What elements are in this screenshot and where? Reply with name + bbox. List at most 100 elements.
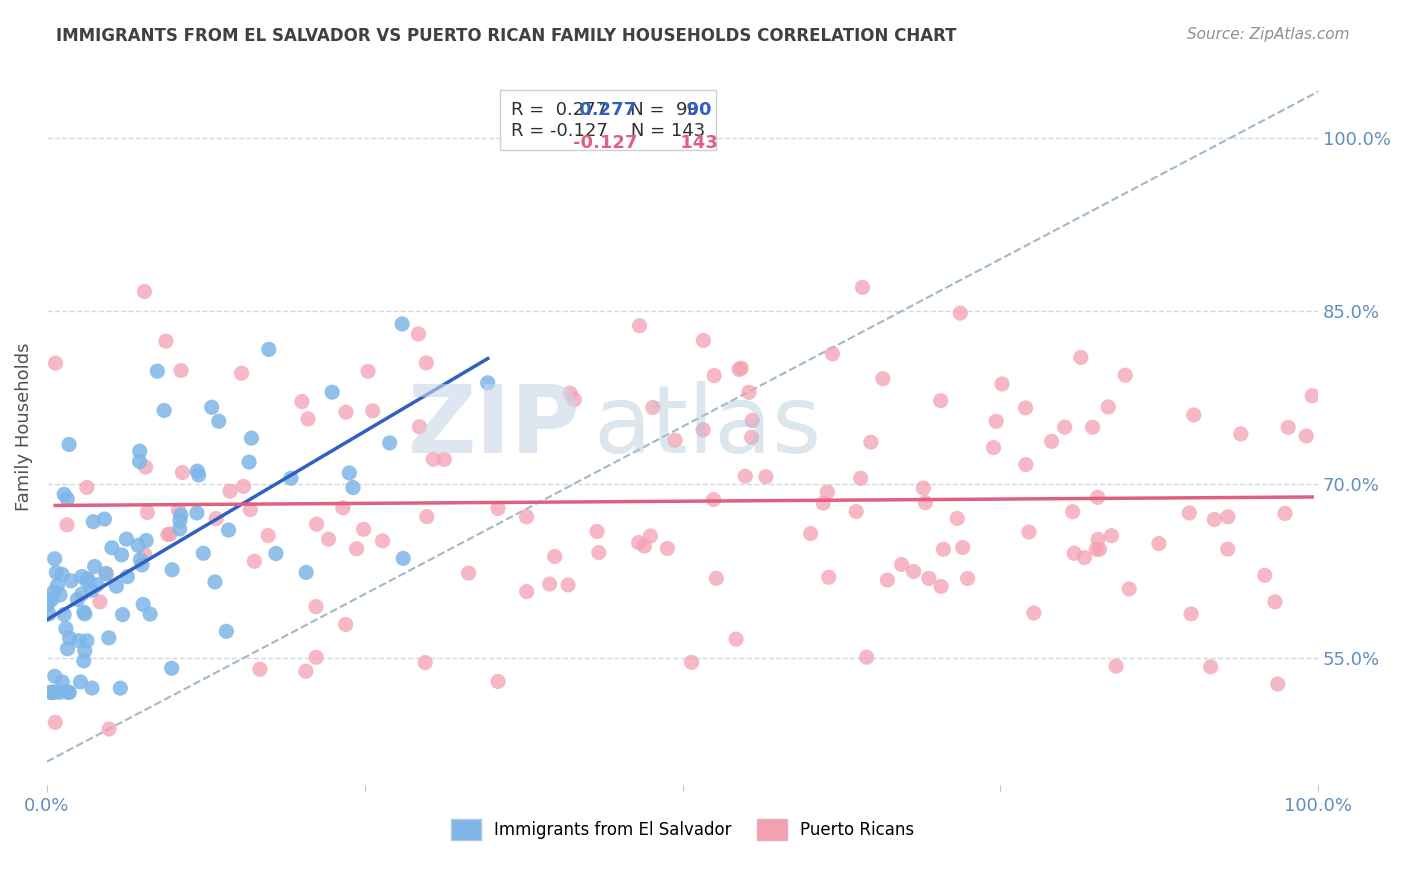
Point: [117, 570, 139, 584]
Text: -0.127: -0.127: [574, 135, 637, 153]
Point: [516, 584, 538, 599]
Point: [159, 527, 181, 541]
Point: [956, 572, 979, 586]
Point: [704, 571, 727, 585]
Point: [1105, 659, 1128, 673]
Point: [855, 650, 877, 665]
Point: [903, 565, 925, 579]
Point: [53, 487, 76, 501]
Point: [170, 363, 193, 377]
Point: [342, 481, 364, 495]
Point: [58, 437, 80, 451]
Point: [557, 578, 579, 592]
Point: [1053, 420, 1076, 434]
Point: [134, 285, 156, 299]
Point: [44, 551, 66, 566]
Point: [371, 533, 394, 548]
Text: atlas: atlas: [593, 381, 821, 473]
Point: [66, 592, 89, 607]
Point: [633, 539, 655, 553]
Point: [305, 650, 328, 665]
Point: [131, 558, 153, 572]
Point: [1178, 506, 1201, 520]
Point: [169, 522, 191, 536]
Point: [44, 715, 66, 730]
Point: [1264, 595, 1286, 609]
Point: [486, 674, 509, 689]
Point: [128, 454, 150, 468]
Point: [305, 517, 328, 532]
Point: [544, 549, 567, 564]
Point: [1063, 546, 1085, 560]
Point: [70, 587, 93, 601]
Point: [872, 372, 894, 386]
Point: [295, 566, 318, 580]
Point: [76, 633, 98, 648]
Point: [991, 376, 1014, 391]
Point: [264, 547, 287, 561]
Text: 0.277: 0.277: [574, 101, 637, 119]
Point: [44, 669, 66, 683]
Point: [821, 347, 844, 361]
Point: [73, 607, 96, 621]
Point: [56, 685, 79, 699]
Text: 143: 143: [673, 135, 717, 153]
Point: [238, 455, 260, 469]
Point: [153, 403, 176, 417]
Point: [208, 414, 231, 428]
Point: [170, 508, 193, 522]
Point: [1114, 368, 1136, 383]
Point: [1147, 536, 1170, 550]
Point: [738, 385, 761, 400]
Point: [146, 364, 169, 378]
Point: [416, 509, 439, 524]
Point: [82, 515, 104, 529]
Point: [49, 588, 72, 602]
Point: [983, 441, 1005, 455]
Point: [128, 444, 150, 458]
Point: [335, 405, 357, 419]
Point: [851, 280, 873, 294]
Point: [135, 533, 157, 548]
Point: [76, 574, 98, 588]
Point: [741, 413, 763, 427]
Point: [297, 412, 319, 426]
Point: [741, 430, 763, 444]
Point: [96, 566, 118, 581]
Point: [45, 356, 67, 370]
Point: [1295, 429, 1317, 443]
Point: [640, 529, 662, 543]
Point: [1014, 401, 1036, 415]
Point: [755, 469, 778, 483]
Point: [45, 566, 67, 580]
Point: [291, 394, 314, 409]
Point: [849, 471, 872, 485]
Point: [408, 419, 430, 434]
Point: [204, 574, 226, 589]
Point: [67, 633, 90, 648]
Point: [257, 528, 280, 542]
Point: [55, 622, 77, 636]
Point: [101, 541, 124, 555]
Point: [516, 509, 538, 524]
Point: [641, 401, 664, 415]
Point: [94, 566, 117, 581]
Point: [361, 404, 384, 418]
Legend: Immigrants from El Salvador, Puerto Ricans: Immigrants from El Salvador, Puerto Rica…: [443, 811, 922, 848]
Point: [110, 548, 132, 562]
Point: [859, 435, 882, 450]
Point: [692, 423, 714, 437]
Point: [160, 563, 183, 577]
Point: [392, 551, 415, 566]
Point: [136, 506, 159, 520]
Point: [231, 366, 253, 380]
Point: [1216, 509, 1239, 524]
Point: [800, 526, 823, 541]
Point: [1182, 408, 1205, 422]
Point: [115, 532, 138, 546]
Point: [1085, 542, 1108, 557]
Point: [167, 503, 190, 517]
Point: [1301, 389, 1323, 403]
Point: [664, 434, 686, 448]
Point: [1062, 505, 1084, 519]
